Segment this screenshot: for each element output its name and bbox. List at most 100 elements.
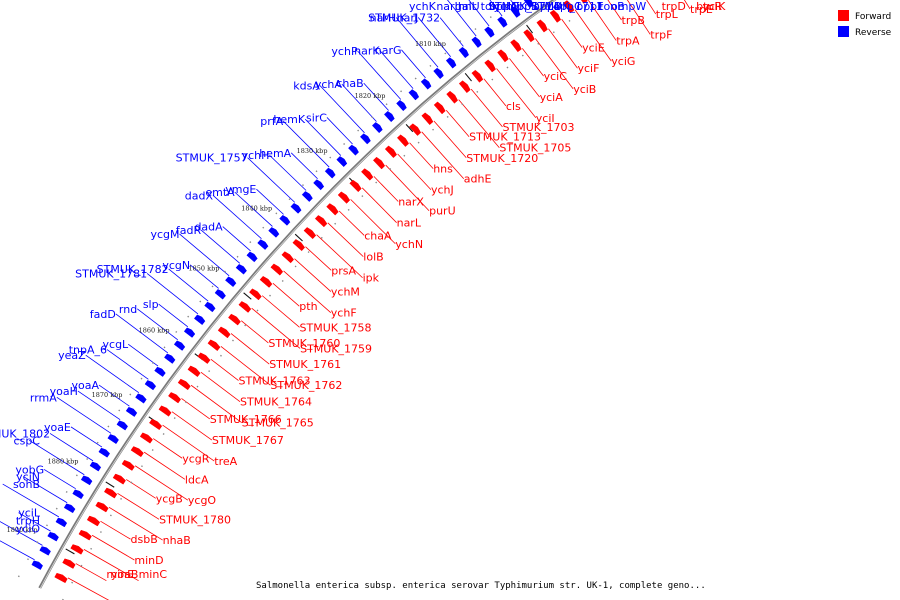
reverse-gene-feature-dada <box>246 251 258 263</box>
reverse-gene-feature-tnpa-6 <box>144 380 157 391</box>
reverse-gene-feature-stmuk-1732 <box>458 46 470 59</box>
gene-label-stmuk-1760: STMUK_1760 <box>268 337 340 350</box>
legend-reverse-swatch <box>838 26 849 37</box>
reverse-gene-feature-stmuk-1781 <box>193 314 206 326</box>
gene-connector <box>447 0 477 37</box>
gene-connector <box>200 229 241 264</box>
forward-gene-feature-ycgb <box>112 473 126 485</box>
gene-connector <box>23 476 68 504</box>
reverse-gene-feature-emta <box>268 227 280 238</box>
gene-label-ycie: yciE <box>582 42 605 55</box>
forward-gene-feature-ycgr <box>139 432 153 444</box>
gene-label-kdsa: kdsA <box>293 80 320 93</box>
tick-mark <box>243 292 252 300</box>
forward-gene-feature-stmuk-1720 <box>421 112 434 126</box>
reverse-gene-feature-stmuk-1802 <box>89 461 102 472</box>
gene-label-ycic: yciC <box>544 70 568 83</box>
gene-connector <box>28 439 85 476</box>
reverse-gene-feature-ycgl <box>154 366 166 377</box>
gene-label-ycig: yciG <box>611 55 635 68</box>
reverse-gene-feature-cspc <box>80 475 93 486</box>
gene-connector <box>190 384 243 424</box>
forward-gene-feature-minc <box>70 544 84 555</box>
gene-label-fadd: fadD <box>90 308 116 321</box>
reverse-gene-feature-hema <box>313 179 325 191</box>
gene-label-stmuk-1759: STMUK_1759 <box>300 343 372 356</box>
reverse-gene-feature-slp <box>183 327 196 338</box>
gene-connector <box>363 82 389 111</box>
reverse-gene-feature-ychh <box>301 191 313 202</box>
forward-gene-feature-ychn <box>337 191 351 204</box>
gene-connector <box>509 58 540 98</box>
gene-label-ycgo: ycgO <box>188 494 217 507</box>
gene-label-ycgr: ycgR <box>182 452 210 465</box>
gene-connector <box>85 354 140 394</box>
gene-connector <box>2 483 60 518</box>
tick-label: 1840 kbp <box>241 204 272 212</box>
gene-label-sohb: sohB <box>13 478 40 491</box>
gene-label-stmuk-1767: STMUK_1767 <box>212 434 284 447</box>
genome-backbone-highlight <box>39 0 556 589</box>
reverse-gene-feature-nari <box>484 26 495 38</box>
gene-connector <box>350 199 396 245</box>
gene-connector <box>395 17 439 68</box>
gene-connector <box>220 345 271 386</box>
tick-label: 1890 kbp <box>7 526 38 534</box>
reverse-gene-feature-sirc <box>348 144 359 156</box>
gene-label-trpf: trpF <box>650 28 672 41</box>
gene-label-stmuk-1703: STMUK_1703 <box>503 121 575 134</box>
reverse-gene-feature-ycio <box>31 560 44 570</box>
gene-connector <box>241 320 269 344</box>
forward-gene-feature-stmuk-1767 <box>158 405 172 417</box>
gene-label-fadr: fadR <box>176 224 202 237</box>
forward-gene-feature-ldca <box>130 446 144 458</box>
tick-label: 1810 kbp <box>415 40 446 48</box>
genome-ring <box>17 0 601 600</box>
gene-label-ycib: yciB <box>573 83 596 96</box>
gene-label-stmuk-1713: STMUK_1713 <box>469 131 541 144</box>
gene-label-minc: minC <box>139 568 168 581</box>
gene-label-narl: narL <box>397 217 422 230</box>
gene-label-galu: galU <box>455 0 480 13</box>
forward-gene-feature-mine <box>62 558 76 569</box>
gene-label-stmuk-1711: STMUK_1711 <box>531 0 603 13</box>
reverse-gene-feature-narj <box>445 57 457 69</box>
gene-connector <box>373 176 399 202</box>
gene-connector <box>251 307 301 349</box>
gene-label-stmuk-1764: STMUK_1764 <box>240 396 312 409</box>
forward-gene-feature-adhe <box>409 123 422 136</box>
gene-connector <box>338 210 365 236</box>
legend-forward-swatch <box>838 10 849 21</box>
forward-gene-feature-prsa <box>292 239 306 252</box>
reverse-gene-feature-rrma <box>107 434 119 445</box>
reverse-gene-feature-stmuk-1757 <box>290 202 302 214</box>
tick-label: 1820 kbp <box>355 92 386 100</box>
gene-label-trpb: trpB <box>622 14 645 27</box>
gene-connector <box>261 295 300 328</box>
gene-label-stmuk-1802: STMUK_1802 <box>0 427 50 440</box>
gene-connector <box>158 303 189 328</box>
reverse-gene-feature-narh <box>433 67 444 80</box>
tick-label: 1880 kbp <box>48 458 79 466</box>
legend-forward-label: Forward <box>855 12 891 22</box>
gene-connector <box>210 358 239 381</box>
gene-connector <box>357 50 402 100</box>
gene-connector <box>230 333 270 365</box>
gene-label-ycif: yciF <box>578 62 600 75</box>
gene-label-puru: purU <box>429 205 456 218</box>
gene-label-trpd: trpD <box>662 0 686 13</box>
gene-label-ychn: ychN <box>395 238 423 251</box>
gene-label-mind: minD <box>134 554 163 567</box>
gene-connector <box>294 258 332 292</box>
gene-label-stmuk-1757: STMUK_1757 <box>176 152 248 165</box>
forward-gene-feature-narx <box>361 168 374 181</box>
gene-label-stmuk-1763: STMUK_1763 <box>239 375 311 388</box>
forward-gene-feature-stmuk-1705 <box>446 90 459 104</box>
forward-gene-feature-ychj <box>384 145 398 159</box>
gene-label-nari: narI <box>436 0 457 13</box>
reverse-gene-feature-stmuk-1782 <box>204 301 216 313</box>
gene-label-rrma: rrmA <box>30 391 57 404</box>
map-caption: Salmonella enterica subsp. enterica sero… <box>256 581 706 591</box>
